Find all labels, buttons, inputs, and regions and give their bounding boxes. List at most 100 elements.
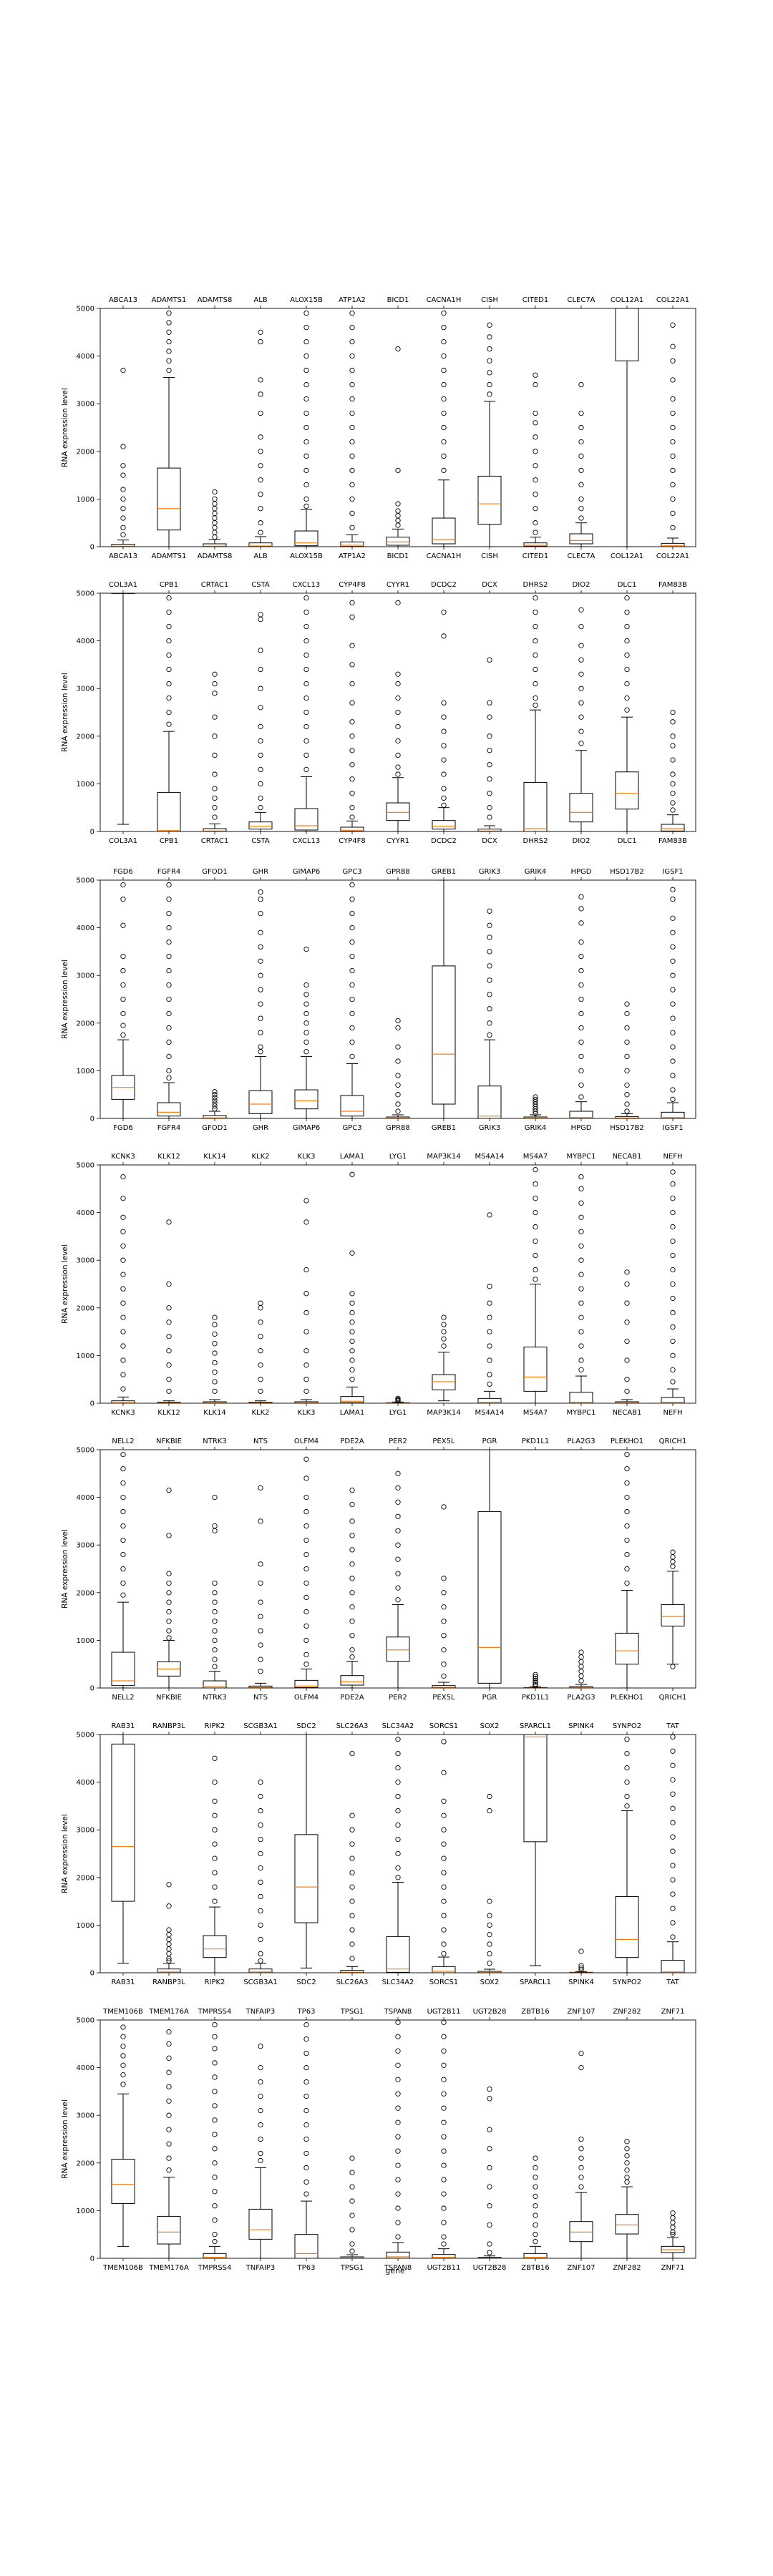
outlier-point: [212, 489, 218, 495]
outlier-point: [303, 467, 309, 474]
gene-label-top: GRIK4: [525, 868, 547, 876]
outlier-point: [624, 1300, 630, 1306]
outlier-point: [395, 1108, 401, 1114]
box-ZNF71: [661, 2210, 685, 2258]
gene-label-top: RAB31: [112, 1722, 135, 1730]
outlier-point: [258, 1348, 263, 1354]
outlier-point: [212, 1360, 218, 1366]
outlier-point: [441, 2205, 447, 2211]
outlier-point: [441, 439, 447, 445]
outlier-point: [670, 2229, 676, 2235]
gene-label-bottom: DCX: [482, 837, 497, 845]
outlier-point: [395, 752, 401, 758]
outlier-point: [303, 1329, 309, 1335]
outlier-point: [670, 377, 676, 383]
outlier-point: [624, 1551, 630, 1558]
gene-label-top: PLEKHO1: [611, 1438, 643, 1445]
outlier-point: [624, 1580, 630, 1586]
outlier-point: [166, 953, 172, 960]
outlier-point: [441, 1504, 447, 1510]
outlier-point: [303, 752, 309, 758]
box-KLK2: [248, 1300, 273, 1403]
outlier-point: [578, 967, 584, 974]
outlier-point: [212, 2218, 218, 2223]
outlier-point: [441, 2091, 447, 2097]
outlier-point: [487, 748, 492, 753]
outlier-point: [395, 467, 401, 474]
outlier-point: [303, 2079, 309, 2085]
iqr-box: [340, 1095, 364, 1117]
box-PLEKHO1: [615, 1452, 639, 1688]
outlier-point: [212, 1884, 218, 1890]
outlier-point: [533, 449, 538, 454]
iqr-box: [569, 2221, 593, 2243]
outlier-point: [395, 1865, 401, 1871]
outlier-point: [166, 1927, 172, 1933]
outlier-point: [533, 595, 538, 601]
outlier-point: [258, 612, 263, 618]
box-TMEM106B: [111, 2024, 135, 2247]
y-tick-label: 4000: [77, 1494, 94, 1502]
outlier-point: [487, 358, 492, 364]
gene-label-bottom: ABCA13: [109, 552, 137, 560]
outlier-point: [670, 1096, 676, 1103]
outlier-point: [303, 453, 309, 459]
outlier-point: [670, 1379, 676, 1385]
outlier-point: [487, 1343, 492, 1349]
gene-label-top: TAT: [666, 1722, 679, 1730]
outlier-point: [120, 2024, 126, 2030]
gene-label-top: LAMA1: [340, 1153, 364, 1161]
box-IGSF1: [661, 887, 685, 1118]
outlier-point: [487, 2203, 492, 2209]
outlier-point: [670, 410, 676, 416]
outlier-point: [487, 1372, 492, 1377]
gene-label-top: CITED1: [522, 296, 548, 304]
outlier-point: [166, 2029, 172, 2035]
outlier-point: [303, 1388, 309, 1395]
box-KLK14: [203, 1314, 227, 1403]
outlier-point: [441, 353, 447, 359]
iqr-box: [294, 1089, 319, 1110]
outlier-point: [120, 367, 126, 374]
y-tick-label: 2000: [77, 733, 94, 741]
outlier-point: [578, 920, 584, 926]
outlier-point: [441, 1604, 447, 1610]
outlier-point: [303, 311, 309, 316]
outlier-point: [349, 680, 355, 687]
outlier-point: [120, 1508, 126, 1515]
outlier-point: [670, 2210, 676, 2216]
gene-label-top: RIPK2: [205, 1722, 225, 1730]
outlier-point: [166, 1281, 172, 1287]
iqr-box: [615, 2214, 639, 2235]
outlier-point: [670, 1863, 676, 1868]
y-tick-label: 1000: [77, 2207, 94, 2215]
outlier-point: [349, 967, 355, 974]
outlier-point: [212, 2203, 218, 2209]
outlier-point: [120, 953, 126, 960]
y-tick-label: 3000: [77, 1827, 94, 1835]
iqr-box: [157, 1968, 181, 1973]
iqr-box: [386, 1636, 410, 1662]
outlier-point: [258, 1485, 263, 1491]
outlier-point: [441, 1770, 447, 1775]
iqr-box: [386, 537, 410, 546]
outlier-point: [670, 887, 676, 892]
outlier-point: [166, 882, 172, 888]
outlier-point: [303, 1537, 309, 1543]
iqr-box: [157, 791, 181, 831]
gene-label-top: GPC3: [342, 868, 361, 876]
outlier-point: [166, 1075, 172, 1081]
outlier-point: [349, 776, 355, 782]
outlier-point: [670, 1030, 676, 1035]
outlier-point: [349, 1884, 355, 1890]
outlier-point: [487, 908, 492, 914]
outlier-point: [670, 1058, 676, 1064]
box-FGFR4: [157, 882, 181, 1118]
outlier-point: [441, 1739, 447, 1745]
outlier-point: [349, 1547, 355, 1553]
outlier-point: [212, 814, 218, 820]
outlier-point: [670, 1195, 676, 1201]
outlier-point: [441, 700, 447, 706]
outlier-point: [533, 666, 538, 673]
